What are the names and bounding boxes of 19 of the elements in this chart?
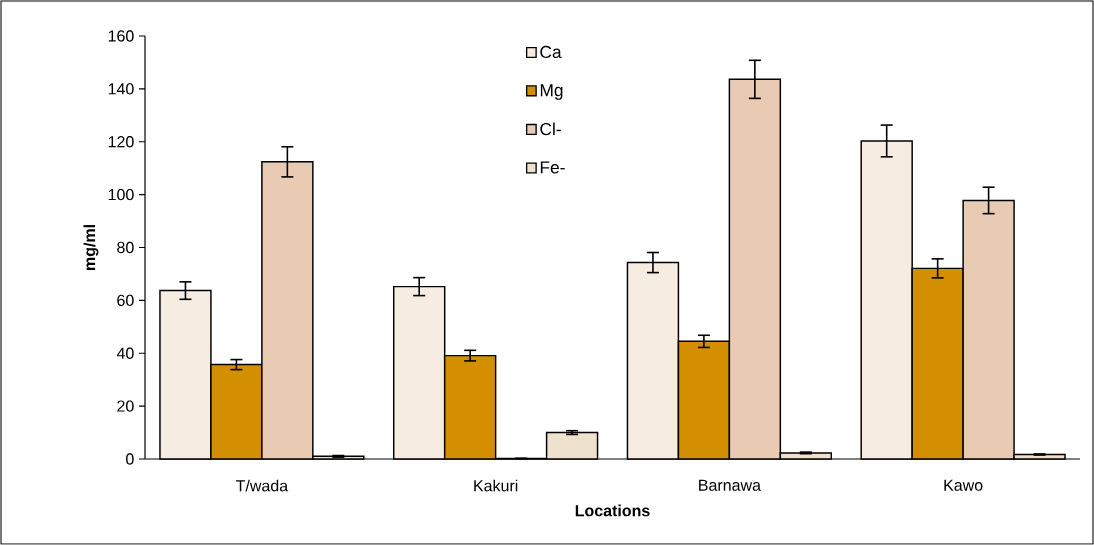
x-axis-title: Locations	[575, 504, 650, 517]
y-tick-label: 20	[117, 400, 134, 412]
y-tick-label: 160	[108, 30, 134, 42]
legend-label: Mg	[540, 84, 563, 100]
x-tick-label: Kawo	[944, 479, 983, 491]
legend-label: Fe-	[540, 161, 565, 174]
x-tick-label: Kakuri	[474, 479, 518, 492]
y-tick-label: 80	[117, 241, 134, 254]
y-tick-label: 140	[108, 83, 134, 95]
x-tick-label: Barnawa	[699, 479, 761, 491]
y-tick-label: 60	[117, 294, 134, 307]
y-tick-label: 0	[126, 453, 134, 465]
legend-label: Cl-	[540, 122, 561, 136]
x-tick-label: T/wada	[236, 479, 289, 492]
legend-label: Ca	[540, 45, 562, 59]
y-tick-label: 120	[108, 136, 134, 148]
y-tick-label: 100	[108, 188, 134, 201]
y-tick-label: 40	[116, 347, 134, 359]
y-axis-title: mg/ml	[83, 225, 99, 270]
